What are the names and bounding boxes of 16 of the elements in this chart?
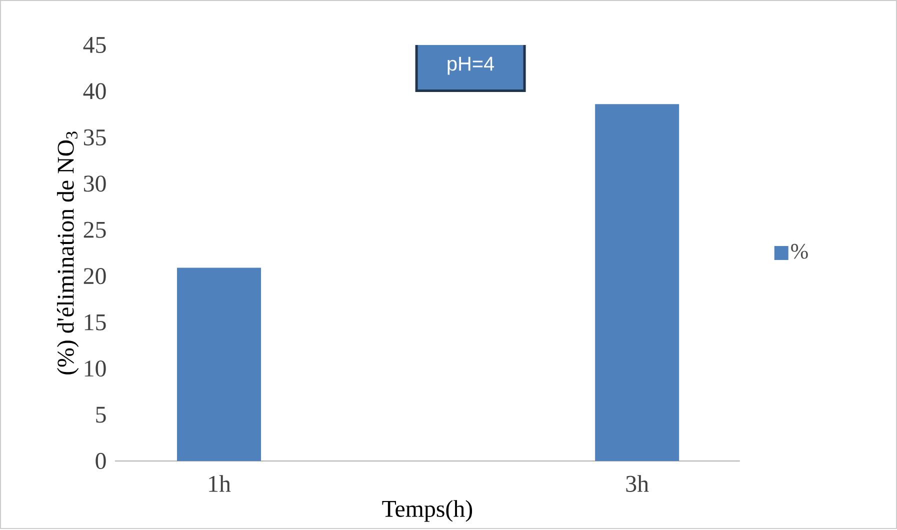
x-tick-label: 3h — [626, 475, 649, 492]
annotation: pH=4 — [448, 56, 494, 75]
y-tick-label: 0 — [96, 453, 106, 470]
y-tick-label: 5 — [96, 406, 106, 423]
y-tick-label: 20 — [84, 268, 106, 284]
x-axis-title: Temps(h) — [382, 500, 472, 522]
y-tick-label: 15 — [84, 314, 106, 330]
legend-label: % — [791, 244, 808, 259]
y-tick-label: 25 — [84, 222, 106, 238]
y-tick-label: 35 — [84, 130, 106, 146]
y-tick-label: 10 — [84, 360, 106, 377]
y-tick-label: 40 — [83, 83, 106, 100]
y-axis-title: (%) d'élimination de NO$_{3}$ — [56, 132, 79, 375]
x-tick-label: 1h — [209, 475, 231, 492]
y-tick-label: 30 — [84, 176, 106, 192]
y-tick-label: 45 — [83, 37, 106, 54]
